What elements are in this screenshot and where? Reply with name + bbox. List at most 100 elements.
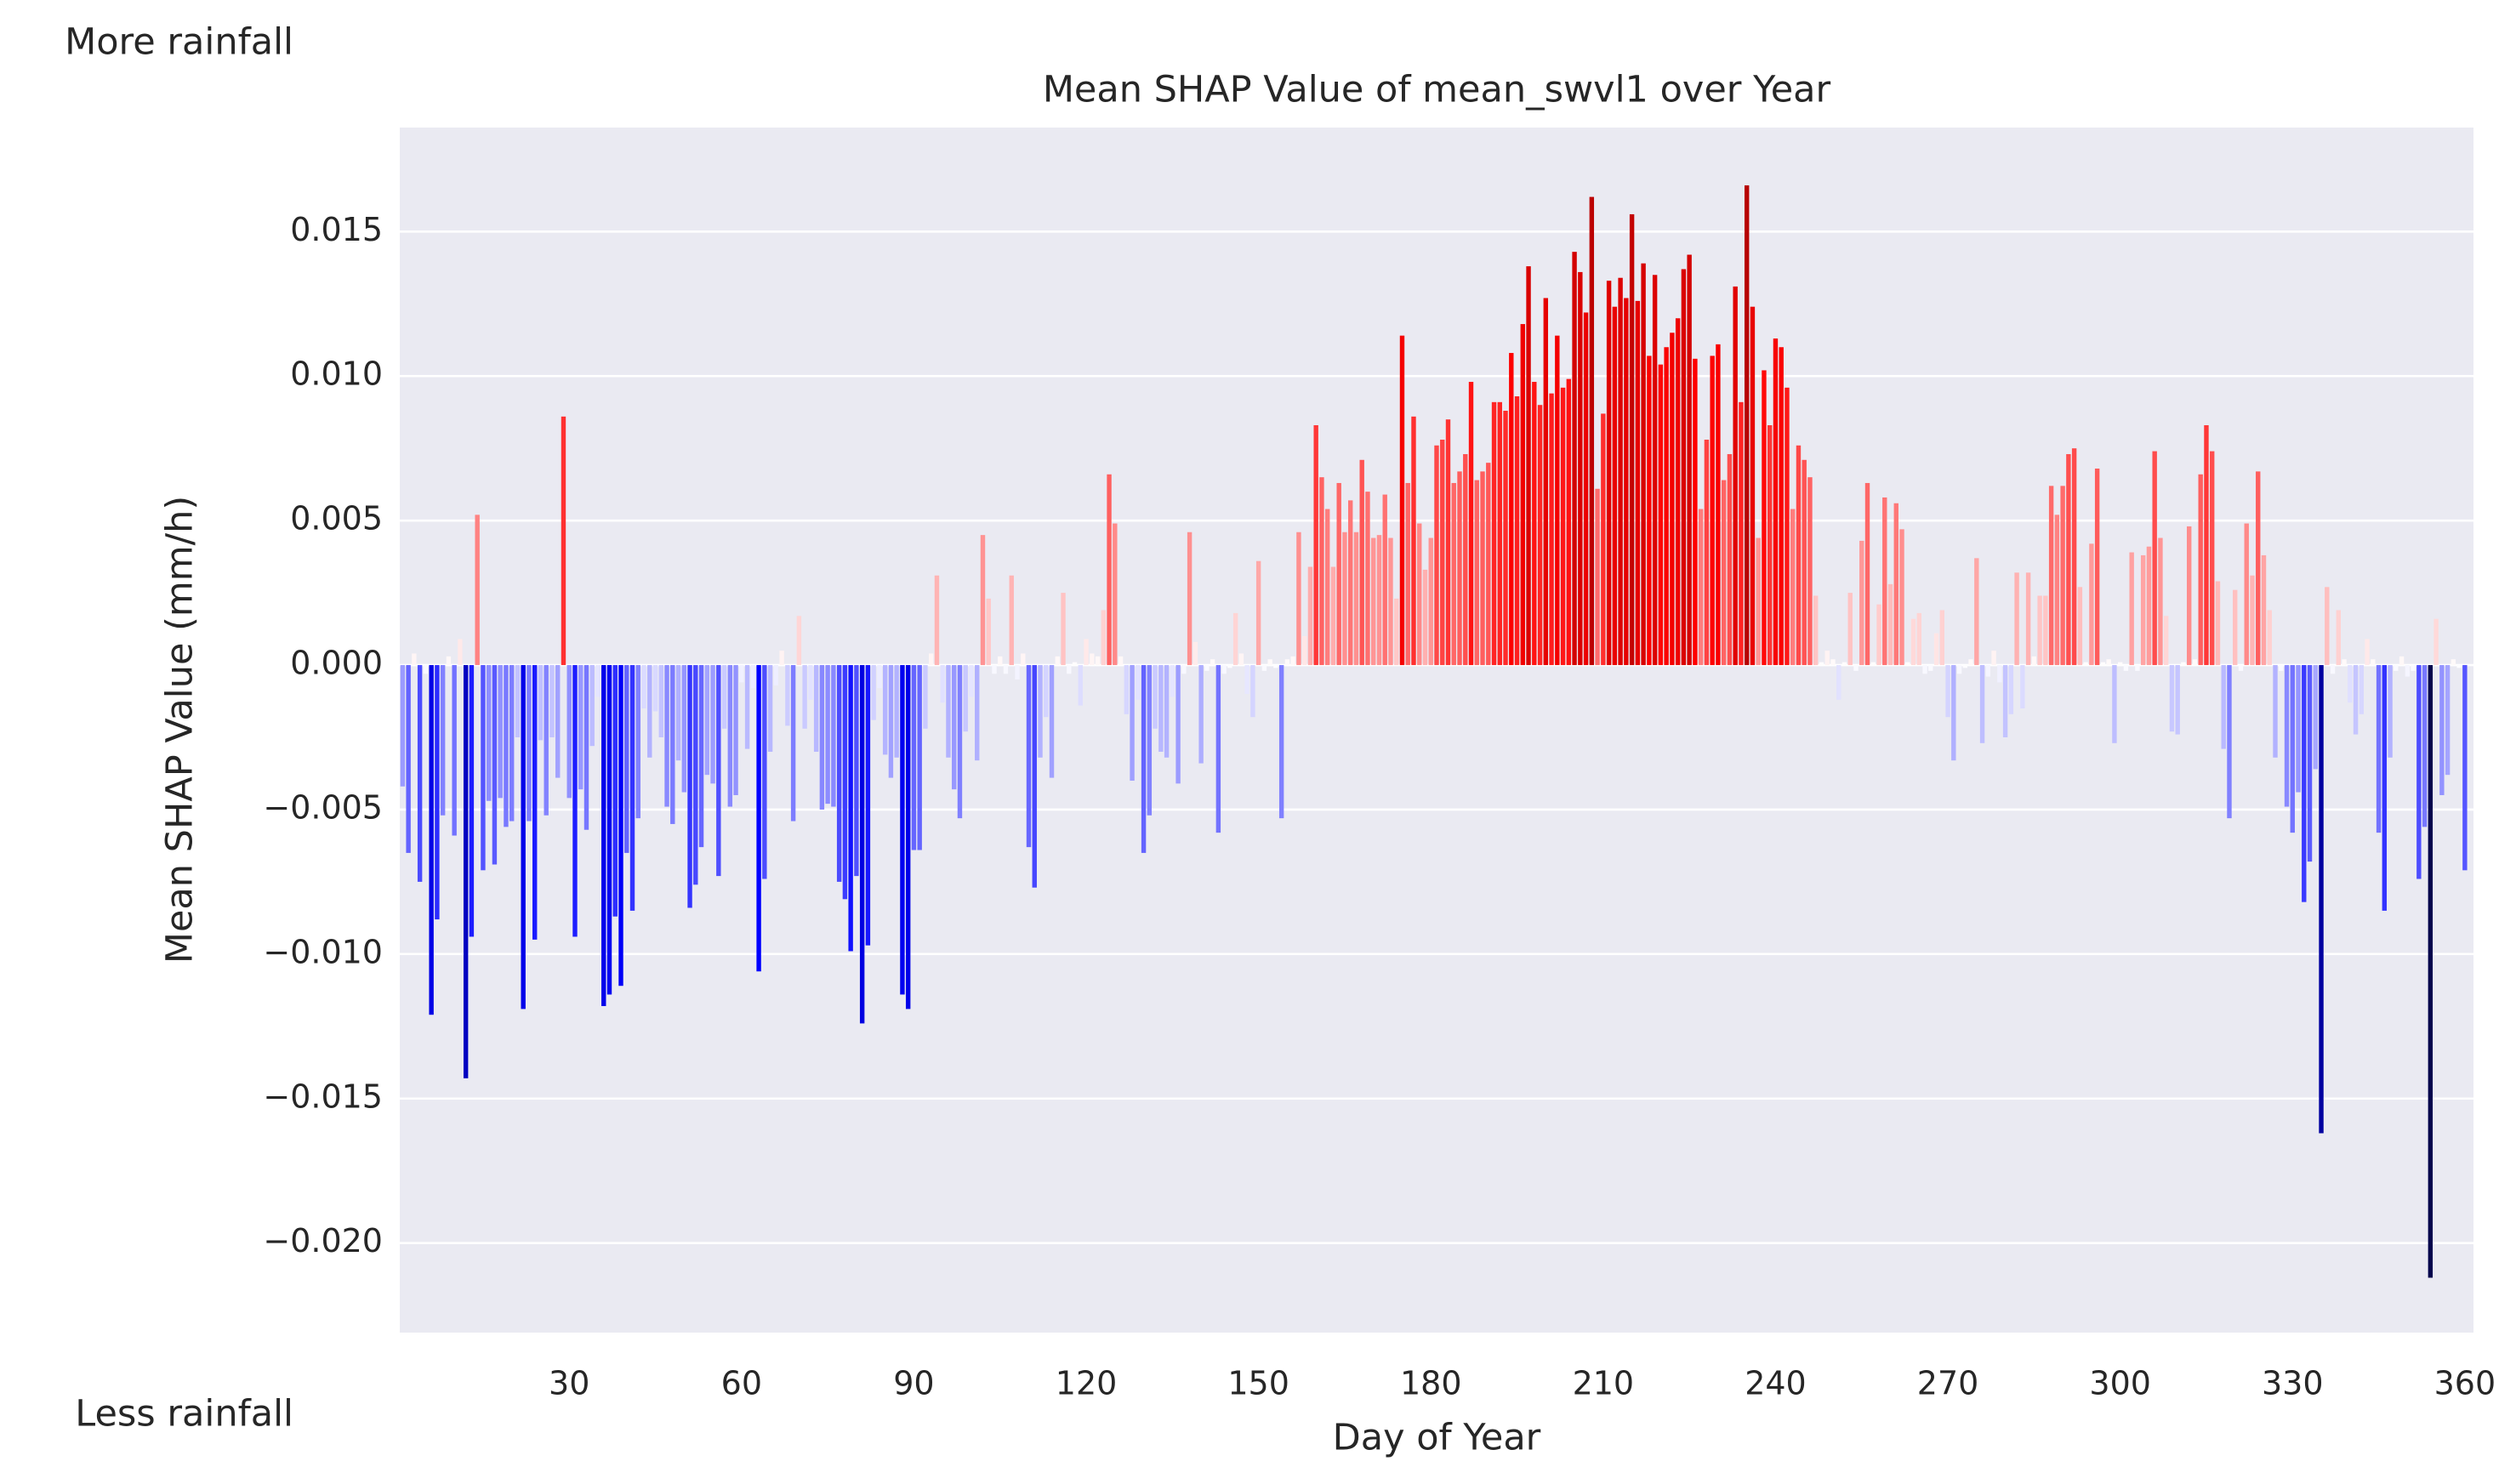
bar [704, 665, 710, 776]
bar [2376, 665, 2382, 833]
bar [1750, 306, 1756, 666]
bar [2020, 665, 2025, 709]
bar [1836, 665, 1841, 700]
bar [1945, 665, 1950, 718]
bar [1301, 636, 1307, 666]
bar [1141, 665, 1147, 853]
bar [595, 665, 601, 697]
bar [2181, 662, 2186, 666]
bar [1330, 566, 1336, 666]
bar [1589, 196, 1595, 666]
bar [773, 665, 779, 685]
bar [652, 665, 658, 712]
bar [928, 653, 934, 666]
bar [1549, 393, 1554, 666]
bar [934, 575, 940, 666]
bar [1365, 492, 1370, 666]
bar [1675, 318, 1681, 666]
bar [1382, 494, 1387, 666]
bar [1307, 566, 1313, 666]
bar [435, 665, 440, 920]
bar [1359, 459, 1364, 666]
bar [1916, 612, 1921, 666]
bar [515, 665, 521, 737]
bar [1790, 509, 1796, 666]
bar [1997, 665, 2002, 683]
bar [1417, 523, 1422, 666]
bar [2014, 572, 2019, 666]
bar [744, 665, 750, 749]
bar [1336, 482, 1341, 666]
bar [1164, 665, 1170, 758]
bar [1681, 269, 1687, 666]
bar [969, 665, 974, 697]
bar [1773, 338, 1779, 666]
bar [1428, 537, 1433, 666]
bar [2416, 665, 2422, 879]
bar [1130, 665, 1135, 781]
bar [1032, 665, 1037, 888]
bar [423, 665, 429, 674]
bar [796, 616, 802, 666]
bar [1876, 604, 1881, 666]
bar [940, 665, 945, 703]
bar [836, 665, 842, 882]
bar [1101, 610, 1107, 666]
bar [504, 665, 509, 827]
bar [1693, 358, 1698, 666]
chart-title: Mean SHAP Value of mean_swvl1 over Year [1043, 69, 1831, 111]
bar [802, 665, 807, 729]
bar [2462, 665, 2468, 871]
bar [1578, 271, 1583, 666]
bar [2336, 610, 2341, 666]
bar [819, 665, 825, 810]
bar [1595, 488, 1600, 666]
bar [2342, 659, 2347, 666]
bar [544, 665, 549, 816]
bar [2428, 665, 2433, 1278]
bar [2071, 448, 2077, 666]
bar [1635, 300, 1641, 666]
bar [1204, 665, 1210, 671]
bar [1411, 416, 1416, 666]
bar [1785, 387, 1790, 666]
bar [992, 665, 997, 674]
bar [1526, 266, 1531, 666]
x-axis-label: Day of Year [1333, 1417, 1541, 1459]
bar [1181, 665, 1187, 674]
bar [1238, 653, 1244, 666]
bar [2284, 665, 2290, 807]
bar [831, 665, 836, 807]
bar [1113, 523, 1118, 666]
bar [2008, 665, 2014, 714]
bar [808, 665, 813, 700]
bar [2422, 665, 2428, 827]
bar [2244, 523, 2249, 666]
bar [2307, 665, 2313, 862]
bar [1767, 425, 1773, 666]
bar [429, 665, 434, 1015]
bar [2439, 665, 2445, 795]
bar [681, 665, 686, 793]
y-tick-label: −0.020 [263, 1222, 383, 1259]
bar [572, 665, 578, 937]
bar [1457, 471, 1462, 666]
bar [963, 665, 968, 732]
bar [1882, 497, 1887, 666]
bar [1704, 439, 1710, 666]
bar [1555, 335, 1560, 666]
bar [790, 665, 796, 822]
bar [1509, 353, 1514, 666]
bar [2089, 543, 2094, 666]
bar [400, 665, 406, 787]
bar [1962, 665, 1968, 668]
bar [1658, 364, 1664, 666]
bar [1261, 665, 1267, 671]
bar [589, 665, 595, 747]
bar [2187, 526, 2192, 666]
bar [2112, 665, 2117, 743]
bar [1124, 665, 1130, 714]
bar [1324, 509, 1330, 666]
bar [1175, 665, 1181, 784]
bar [1870, 662, 1876, 666]
